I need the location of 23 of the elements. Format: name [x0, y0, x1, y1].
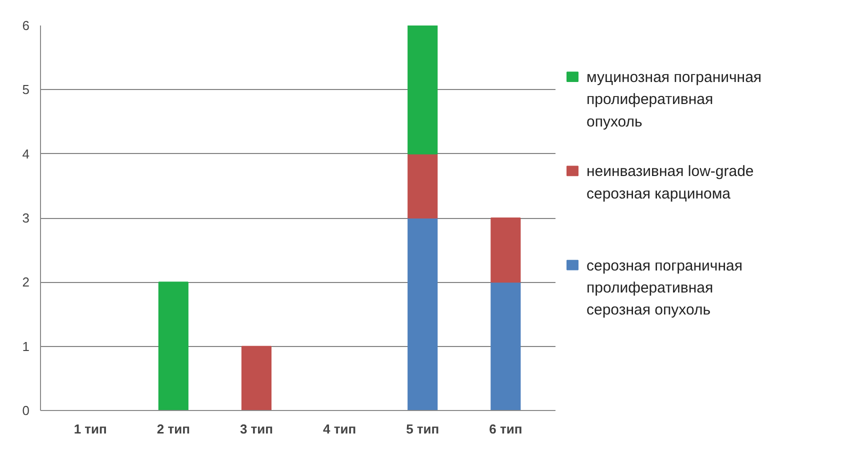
x-tick-label: 5 тип — [406, 422, 440, 436]
y-tick-label: 0 — [22, 403, 30, 418]
x-tick-label: 4 тип — [323, 422, 356, 436]
bar — [158, 282, 188, 410]
legend-label: неинвазивная low-grade серозная карцинома — [586, 163, 754, 202]
y-tick-label: 3 — [22, 210, 30, 226]
bar — [408, 153, 438, 218]
bar — [490, 282, 521, 410]
y-tick-label: 1 — [22, 338, 30, 354]
y-tick-label: 2 — [22, 274, 30, 290]
bar — [408, 26, 438, 154]
bar — [241, 346, 272, 410]
x-tick-label: 3 тип — [240, 422, 274, 436]
bar — [408, 218, 438, 410]
legend-label: серозная пограничная пролиферативная серозная опухоль — [586, 257, 742, 319]
y-tick-label: 5 — [22, 82, 30, 98]
y-tick-label: 6 — [22, 18, 30, 33]
x-tick-label: 1 тип — [74, 422, 107, 436]
x-tick-label: 6 тип — [489, 422, 522, 436]
x-tick-label: 2 тип — [156, 422, 190, 436]
bar — [490, 218, 521, 283]
y-tick-label: 4 — [22, 146, 30, 162]
legend-label: муцинозная пограничная пролиферативная опухоль — [586, 69, 762, 130]
